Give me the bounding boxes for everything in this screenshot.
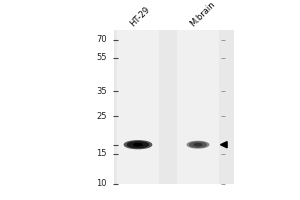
Ellipse shape	[124, 141, 152, 149]
Bar	[114, 30, 234, 184]
Text: 25: 25	[96, 112, 106, 121]
Polygon shape	[220, 142, 227, 148]
Text: 70: 70	[96, 35, 106, 44]
Ellipse shape	[187, 141, 209, 148]
Text: 10: 10	[96, 180, 106, 188]
Bar	[177, 30, 219, 184]
Ellipse shape	[134, 144, 142, 146]
Text: 15: 15	[96, 149, 106, 158]
Ellipse shape	[128, 142, 148, 148]
Text: HT-29: HT-29	[129, 5, 152, 28]
Text: M.brain: M.brain	[189, 0, 217, 28]
Ellipse shape	[190, 142, 206, 147]
Ellipse shape	[194, 144, 202, 146]
Text: 35: 35	[96, 87, 106, 96]
Text: 55: 55	[96, 53, 106, 62]
Bar	[117, 30, 159, 184]
